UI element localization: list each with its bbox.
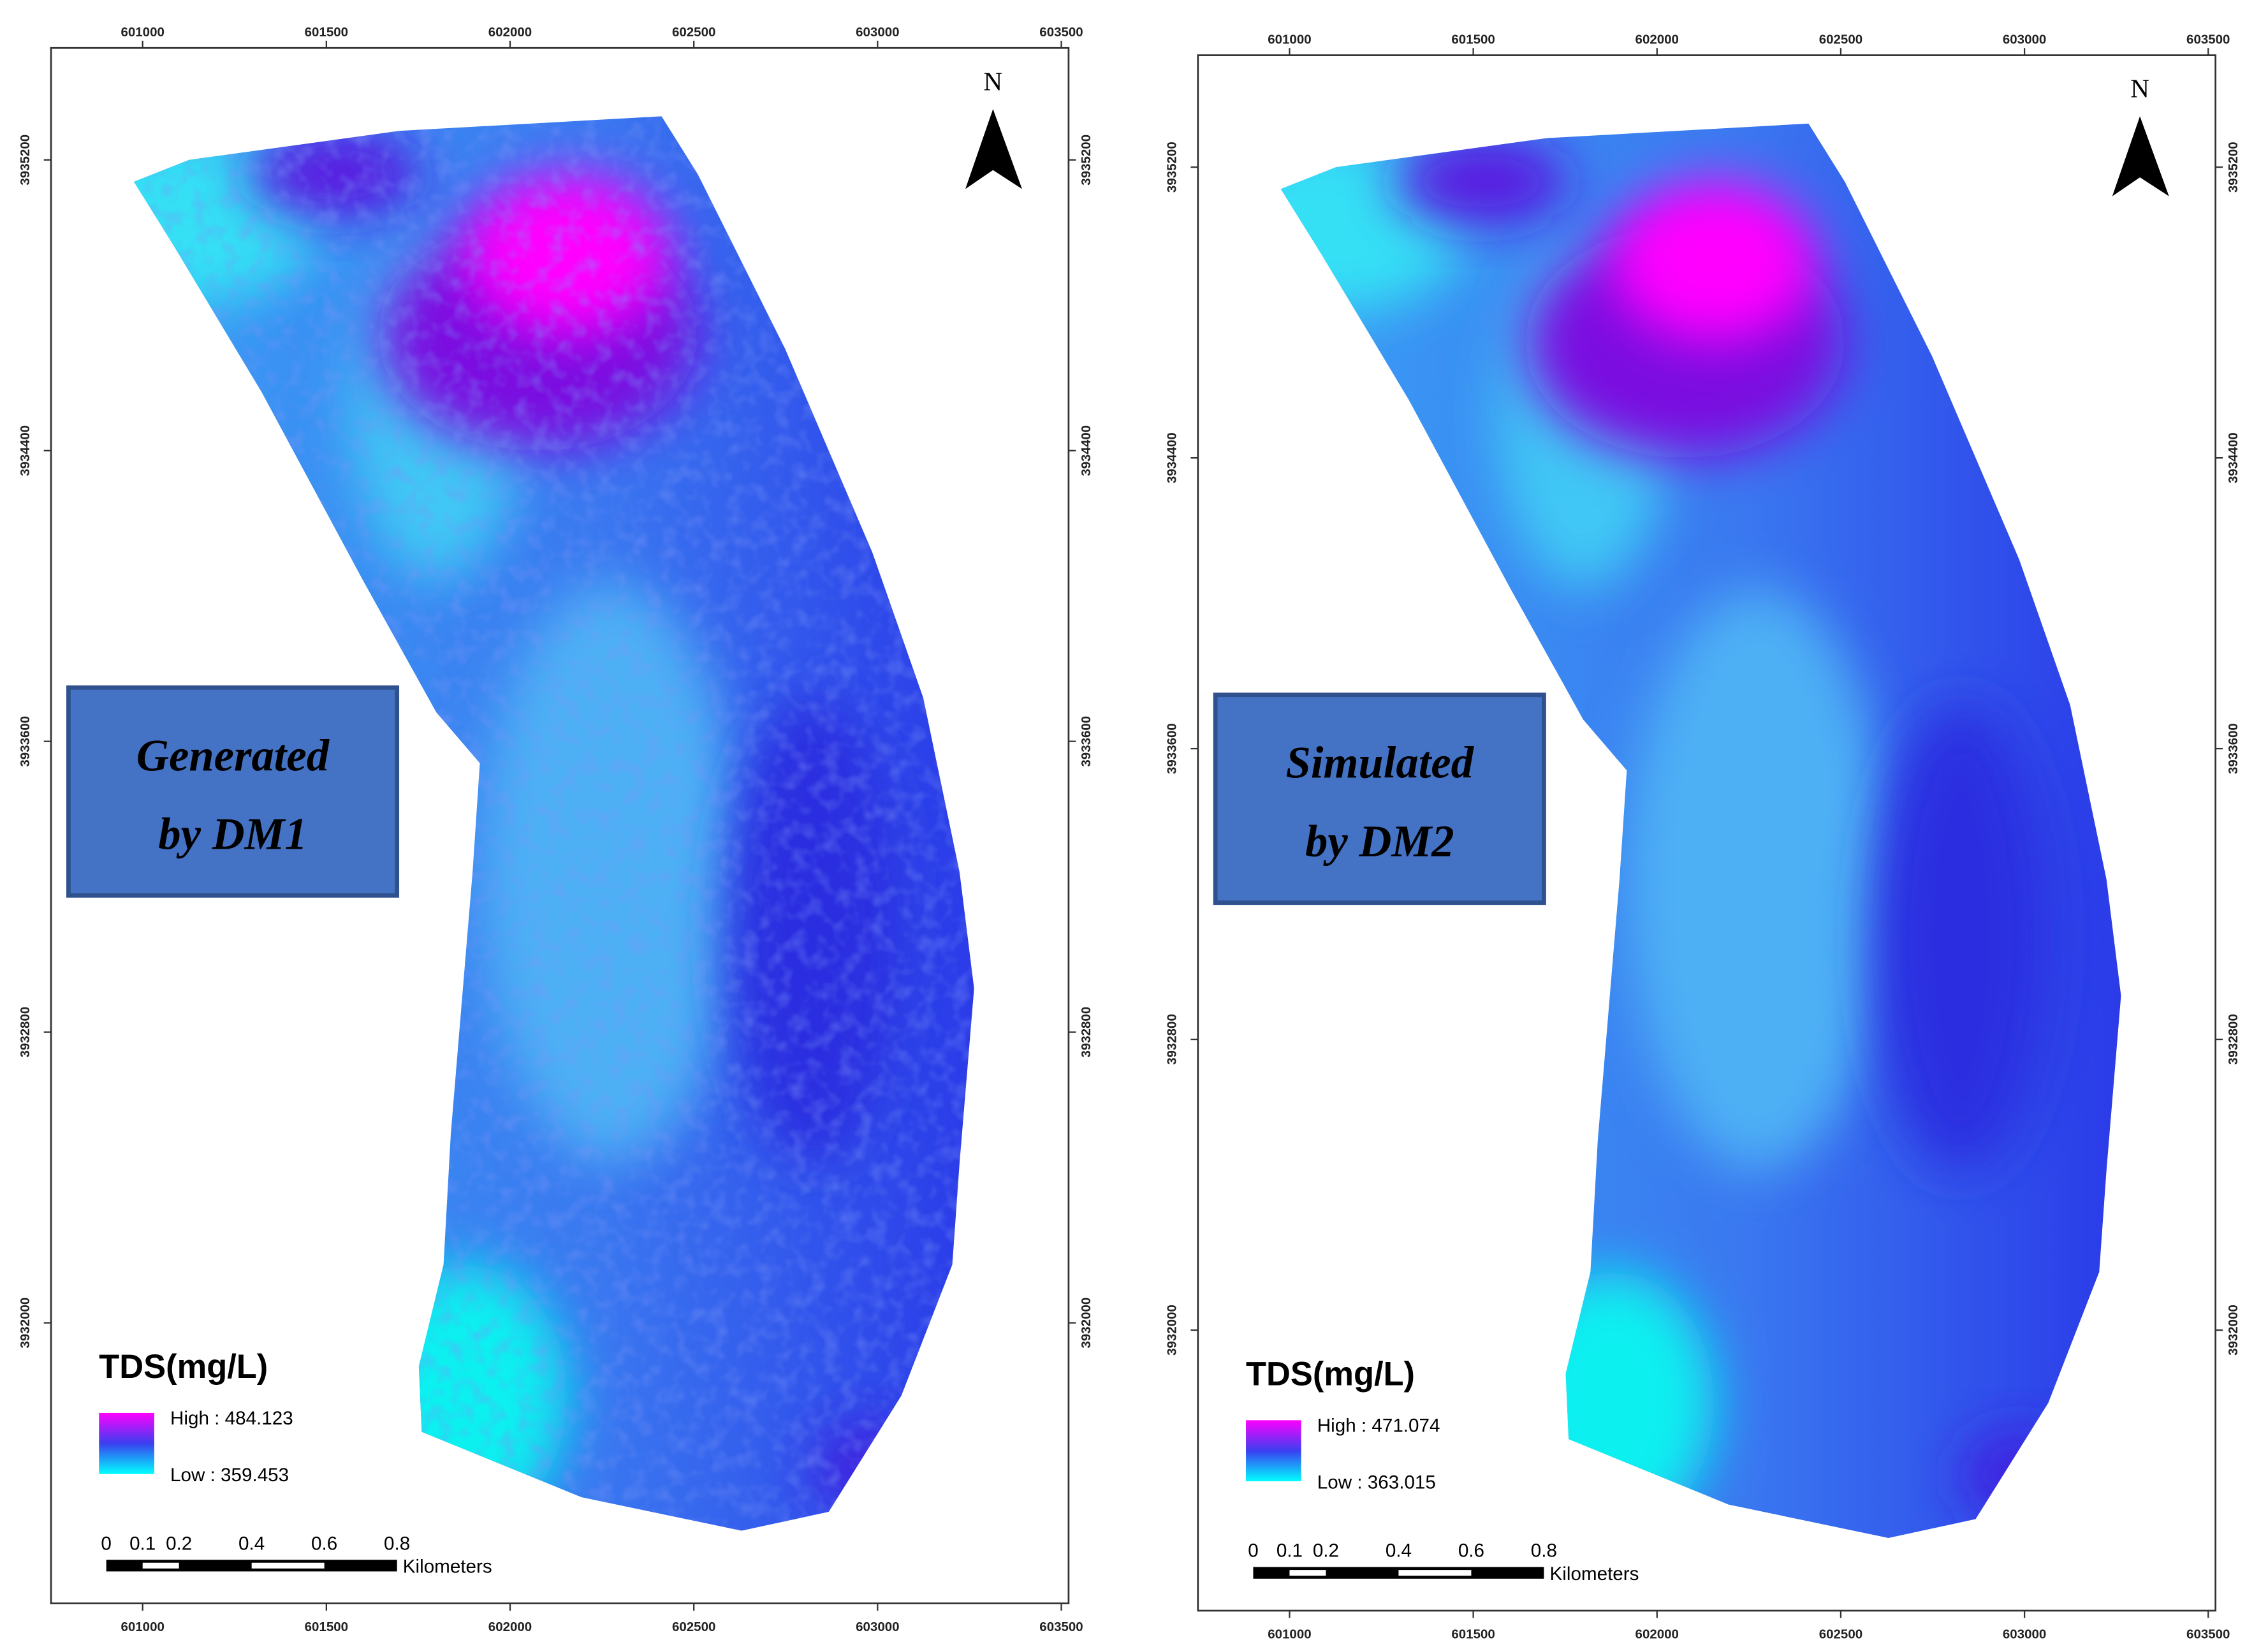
x-tick-label: 602500 [672,25,715,40]
x-tick-label: 603500 [1039,25,1083,40]
x-tick-label: 602000 [1635,1627,1679,1641]
x-tick-label: 602000 [1635,32,1679,47]
scale-label: 0 [101,1533,111,1554]
x-tick-label: 603000 [2003,32,2046,47]
scale-label: 0.2 [1313,1541,1339,1562]
scale-label: 0.1 [129,1533,156,1554]
scale-segment [251,1562,325,1569]
y-tick-label: 3935200 [2226,142,2241,193]
x-tick-label: 603500 [2186,1627,2230,1641]
scale-label: 0.4 [238,1533,265,1554]
y-tick-label: 3932800 [1165,1014,1180,1065]
north-arrow [2112,116,2169,196]
x-tick-label: 602500 [1819,32,1862,47]
x-tick-label: 602000 [488,1620,532,1634]
scale-label: 0.8 [384,1533,410,1554]
label-text: by DM2 [1305,817,1454,867]
scale-label: 0.8 [1531,1541,1557,1562]
scale-label: 0.1 [1277,1541,1303,1562]
y-tick-label: 3932000 [1079,1298,1094,1349]
scale-unit: Kilometers [403,1556,492,1577]
scale-segment [142,1562,179,1569]
y-tick-label: 3932800 [2226,1014,2241,1065]
y-tick-label: 3933600 [1165,723,1180,774]
y-tick-label: 3932000 [1165,1305,1180,1356]
y-tick-label: 3934400 [1165,432,1180,483]
scale-label: 0.6 [1458,1541,1484,1562]
x-tick-label: 601000 [121,25,164,40]
y-tick-label: 3933600 [18,716,33,767]
legend-low: Low : 363.015 [1317,1472,1436,1493]
y-tick-label: 3932000 [18,1298,33,1349]
label-text: Simulated [1286,738,1475,788]
north-label: N [2130,74,2149,103]
y-tick-label: 3935200 [1165,142,1180,193]
label-text: Generated [136,731,330,780]
x-tick-label: 602500 [672,1620,715,1634]
x-tick-label: 603000 [856,25,899,40]
legend-high: High : 484.123 [170,1408,293,1429]
north-arrow [965,108,1022,189]
y-tick-label: 3932800 [1079,1007,1094,1058]
legend-ramp [1246,1420,1301,1482]
y-tick-label: 3935200 [1079,135,1094,186]
x-tick-label: 601000 [1268,1627,1311,1641]
x-tick-label: 603000 [856,1620,899,1634]
label-box [66,685,400,898]
x-tick-label: 601000 [1268,32,1311,47]
legend-title: TDS(mg/L) [99,1349,268,1386]
x-tick-label: 603500 [1039,1620,1083,1634]
y-tick-label: 3933600 [1079,716,1094,767]
label-text: by DM1 [158,809,307,859]
legend-high: High : 471.074 [1317,1416,1440,1437]
x-tick-label: 601000 [121,1620,164,1634]
y-tick-label: 3934400 [18,425,33,476]
y-tick-label: 3934400 [1079,425,1094,476]
map-panel: 601000 601000 601500 601500 602000 602000 6025… [1165,32,2241,1641]
north-label: N [984,66,1003,96]
raster-zone [1612,181,1816,342]
x-tick-label: 601500 [305,25,348,40]
y-tick-label: 3934400 [2226,432,2241,483]
x-tick-label: 601500 [1451,1627,1495,1641]
x-tick-label: 603500 [2186,32,2230,47]
raster-zone [1873,705,2049,1171]
scale-label: 0.2 [166,1533,192,1554]
map-panel: 601000 601000 601500 601500 602000 602000 6025… [18,25,1094,1634]
scale-unit: Kilometers [1550,1563,1639,1585]
scale-label: 0 [1248,1541,1258,1562]
x-tick-label: 602000 [488,25,532,40]
y-tick-label: 3932000 [2226,1305,2241,1356]
label-box [1213,692,1546,905]
legend-ramp [99,1412,154,1474]
y-tick-label: 3933600 [2226,723,2241,774]
legend-title: TDS(mg/L) [1246,1356,1415,1393]
legend-low: Low : 359.453 [170,1465,289,1486]
raster-zone [1394,138,1569,226]
x-tick-label: 601500 [305,1620,348,1634]
y-tick-label: 3935200 [18,135,33,186]
raster-zone [1627,589,1889,1171]
scale-segment [1398,1570,1472,1576]
y-tick-label: 3932800 [18,1007,33,1058]
scale-label: 0.6 [311,1533,337,1554]
x-tick-label: 603000 [2003,1627,2046,1641]
x-tick-label: 602500 [1819,1627,1862,1641]
scale-segment [1289,1570,1326,1576]
scale-label: 0.4 [1386,1541,1412,1562]
x-tick-label: 601500 [1451,32,1495,47]
